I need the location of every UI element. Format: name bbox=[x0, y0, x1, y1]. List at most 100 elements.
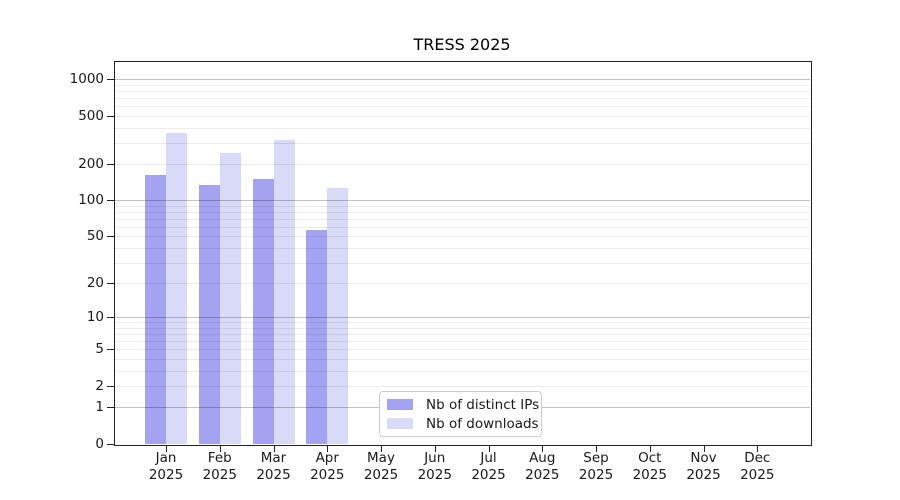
gridline-minor bbox=[114, 334, 810, 336]
x-tick-label: May 2025 bbox=[349, 450, 413, 484]
bar-downloads bbox=[327, 187, 349, 444]
y-tick-mark bbox=[107, 115, 114, 117]
bar-distinct-ips bbox=[252, 178, 274, 444]
x-tick-label: Nov 2025 bbox=[672, 450, 736, 484]
gridline-minor bbox=[114, 127, 810, 129]
gridline-minor bbox=[114, 226, 810, 228]
bar-downloads bbox=[166, 132, 187, 444]
x-tick-label: Jun 2025 bbox=[403, 450, 467, 484]
x-tick-mark bbox=[649, 445, 651, 452]
y-tick-mark bbox=[107, 236, 114, 238]
legend-label-downloads: Nb of downloads bbox=[426, 415, 539, 432]
x-tick-year: 2025 bbox=[686, 467, 721, 483]
x-tick-year: 2025 bbox=[740, 467, 775, 483]
x-tick-month: Jan bbox=[155, 450, 177, 466]
x-tick-mark bbox=[596, 445, 597, 452]
bar-distinct-ips bbox=[198, 185, 220, 444]
gridline-minor bbox=[114, 84, 810, 86]
x-tick-label: Oct 2025 bbox=[618, 450, 682, 484]
x-tick-mark bbox=[166, 445, 167, 452]
chart-title: TRESS 2025 bbox=[413, 35, 511, 54]
x-tick-mark bbox=[757, 445, 759, 452]
y-tick-label: 2 bbox=[95, 378, 104, 394]
y-tick-label: 200 bbox=[78, 156, 104, 173]
y-tick-mark bbox=[107, 200, 114, 202]
x-tick-month: Feb bbox=[207, 450, 232, 466]
x-tick-month: Nov bbox=[690, 450, 717, 466]
x-tick-label: Aug 2025 bbox=[510, 450, 574, 484]
x-tick-month: May bbox=[367, 450, 395, 466]
legend-label-distinct-ips: Nb of distinct IPs bbox=[426, 396, 540, 413]
y-tick-label: 1000 bbox=[69, 71, 104, 88]
y-tick-mark bbox=[107, 164, 114, 166]
x-tick-year: 2025 bbox=[417, 467, 452, 483]
x-tick-label: Jul 2025 bbox=[457, 450, 521, 484]
x-tick-year: 2025 bbox=[256, 467, 291, 483]
x-tick-month: Mar bbox=[260, 450, 287, 466]
bar-downloads bbox=[219, 152, 241, 444]
gridline-minor bbox=[114, 236, 810, 238]
gridline-major bbox=[114, 200, 810, 202]
gridline-minor bbox=[114, 370, 810, 372]
x-tick-mark bbox=[219, 445, 221, 452]
x-tick-year: 2025 bbox=[202, 467, 237, 483]
x-tick-month: Dec bbox=[744, 450, 771, 466]
gridline-minor bbox=[114, 247, 810, 249]
gridline-minor bbox=[114, 322, 810, 324]
y-tick-label: 5 bbox=[95, 341, 104, 358]
x-tick-year: 2025 bbox=[525, 467, 560, 483]
x-tick-month: Sep bbox=[583, 450, 609, 466]
legend-item-distinct-ips: Nb of distinct IPs bbox=[387, 396, 539, 413]
x-tick-year: 2025 bbox=[471, 467, 506, 483]
y-tick-mark bbox=[107, 283, 114, 285]
x-tick-year: 2025 bbox=[632, 467, 667, 483]
y-tick-mark bbox=[107, 349, 114, 351]
x-tick-mark bbox=[434, 445, 436, 452]
bar-distinct-ips bbox=[145, 175, 166, 444]
gridline-minor bbox=[114, 328, 810, 329]
y-tick-mark bbox=[107, 79, 114, 81]
x-tick-label: Sep 2025 bbox=[564, 450, 628, 484]
x-tick-year: 2025 bbox=[148, 467, 184, 483]
x-tick-year: 2025 bbox=[578, 467, 614, 483]
x-tick-label: Feb 2025 bbox=[188, 450, 252, 484]
bar-distinct-ips bbox=[306, 229, 328, 444]
y-tick-mark bbox=[107, 317, 114, 319]
y-tick-mark bbox=[107, 386, 114, 387]
gridline-minor bbox=[114, 115, 810, 117]
y-tick-label: 50 bbox=[86, 228, 104, 245]
x-tick-label: Apr 2025 bbox=[295, 450, 359, 484]
x-tick-label: Jan 2025 bbox=[134, 450, 198, 484]
y-tick-label: 100 bbox=[78, 192, 104, 209]
gridline-major bbox=[114, 79, 810, 81]
gridline-minor bbox=[114, 218, 810, 220]
gridline-minor bbox=[114, 359, 810, 361]
gridline-minor bbox=[114, 386, 810, 387]
gridline-minor bbox=[114, 98, 810, 100]
y-tick-label: 20 bbox=[86, 275, 104, 292]
y-tick-label: 10 bbox=[86, 309, 104, 326]
x-tick-month: Oct bbox=[638, 450, 662, 466]
y-tick-mark bbox=[107, 444, 114, 445]
y-tick-label: 0 bbox=[95, 436, 104, 452]
gridline-minor bbox=[114, 349, 810, 351]
x-tick-mark bbox=[488, 445, 490, 452]
x-tick-mark bbox=[703, 445, 705, 452]
x-tick-mark bbox=[327, 445, 329, 452]
x-tick-label: Mar 2025 bbox=[242, 450, 306, 484]
y-tick-label: 500 bbox=[78, 107, 104, 124]
legend-swatch-distinct-ips bbox=[387, 399, 413, 410]
gridline-minor bbox=[114, 262, 810, 264]
gridline-minor bbox=[114, 106, 810, 108]
legend: Nb of distinct IPs Nb of downloads bbox=[379, 391, 542, 437]
gridline-minor bbox=[114, 341, 810, 343]
x-tick-month: Apr bbox=[315, 450, 339, 466]
y-tick-label: 1 bbox=[95, 399, 104, 416]
legend-item-downloads: Nb of downloads bbox=[387, 415, 539, 432]
x-tick-mark bbox=[273, 445, 275, 452]
x-tick-mark bbox=[381, 445, 382, 452]
gridline-minor bbox=[114, 283, 810, 285]
x-tick-month: Jul bbox=[480, 450, 497, 466]
bar-downloads bbox=[273, 140, 295, 444]
